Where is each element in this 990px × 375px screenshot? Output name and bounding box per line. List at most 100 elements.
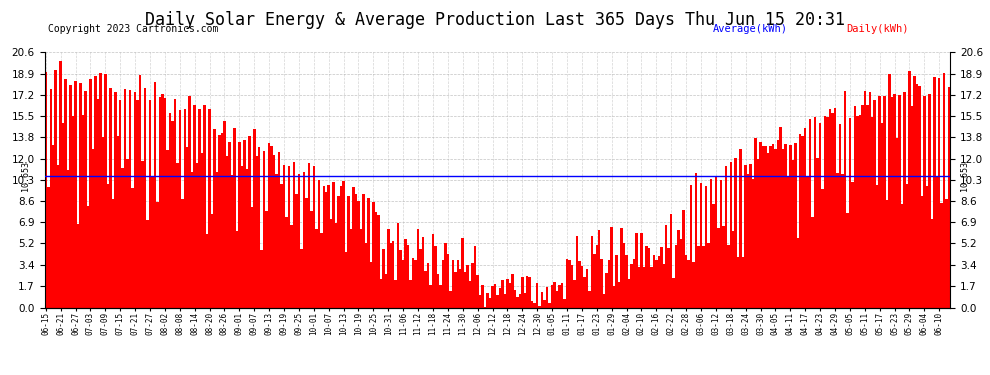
Bar <box>947 87 950 308</box>
Bar <box>377 215 379 308</box>
Bar <box>466 264 469 308</box>
Bar <box>861 105 863 308</box>
Bar <box>454 272 456 308</box>
Bar <box>223 121 226 308</box>
Bar <box>208 110 211 308</box>
Bar <box>866 105 868 308</box>
Bar <box>50 89 52 308</box>
Bar <box>92 149 94 308</box>
Bar <box>364 243 367 308</box>
Bar <box>265 211 268 308</box>
Bar <box>926 186 928 308</box>
Bar <box>764 146 766 308</box>
Bar <box>122 168 124 308</box>
Bar <box>616 255 618 308</box>
Bar <box>712 204 715 308</box>
Bar <box>99 73 102 308</box>
Bar <box>139 75 142 308</box>
Bar <box>234 128 236 308</box>
Bar <box>399 250 402 308</box>
Bar <box>501 280 504 308</box>
Bar <box>573 280 575 308</box>
Bar <box>744 165 746 308</box>
Bar <box>873 100 876 308</box>
Bar <box>911 106 913 307</box>
Bar <box>746 174 749 308</box>
Bar <box>536 284 539 308</box>
Bar <box>633 260 636 308</box>
Bar <box>67 170 69 308</box>
Bar <box>539 306 541 308</box>
Bar <box>295 194 298 308</box>
Bar <box>82 115 84 308</box>
Text: Average(kWh): Average(kWh) <box>713 24 788 34</box>
Bar <box>435 246 437 308</box>
Bar <box>769 146 772 308</box>
Bar <box>647 248 650 308</box>
Bar <box>802 136 804 308</box>
Bar <box>766 153 769 308</box>
Bar <box>891 97 893 308</box>
Bar <box>858 116 861 308</box>
Bar <box>839 123 842 308</box>
Bar <box>268 143 270 308</box>
Bar <box>732 231 735 308</box>
Bar <box>442 261 445 308</box>
Bar <box>310 211 313 308</box>
Bar <box>931 219 933 308</box>
Bar <box>851 182 853 308</box>
Bar <box>817 158 819 308</box>
Bar <box>328 185 330 308</box>
Bar <box>705 186 707 308</box>
Bar <box>660 247 662 308</box>
Bar <box>529 277 531 308</box>
Bar <box>347 196 349 308</box>
Bar <box>792 160 794 308</box>
Bar <box>298 174 300 308</box>
Bar <box>898 95 901 308</box>
Bar <box>842 174 843 308</box>
Bar <box>305 198 308 308</box>
Bar <box>558 285 560 308</box>
Bar <box>545 287 548 308</box>
Bar <box>369 262 372 308</box>
Bar <box>777 140 779 308</box>
Bar <box>236 231 239 308</box>
Bar <box>211 214 213 308</box>
Bar <box>420 249 422 308</box>
Bar <box>749 164 751 308</box>
Bar <box>809 119 812 308</box>
Bar <box>715 177 717 308</box>
Bar <box>675 245 677 308</box>
Bar <box>583 277 585 308</box>
Bar <box>315 228 318 308</box>
Bar <box>756 159 759 308</box>
Bar <box>544 300 545 307</box>
Bar <box>338 196 340 308</box>
Bar <box>244 140 246 308</box>
Bar <box>878 96 881 308</box>
Text: Daily(kWh): Daily(kWh) <box>846 24 909 34</box>
Bar <box>397 223 399 308</box>
Bar <box>555 291 558 308</box>
Bar <box>631 264 633 308</box>
Bar <box>486 293 489 308</box>
Bar <box>394 280 397 308</box>
Bar <box>519 294 521 307</box>
Bar <box>255 156 258 308</box>
Bar <box>819 123 822 308</box>
Bar <box>280 184 283 308</box>
Bar <box>789 145 792 308</box>
Bar <box>628 279 631 308</box>
Bar <box>516 297 519 307</box>
Bar <box>725 166 727 308</box>
Bar <box>938 78 940 308</box>
Bar <box>340 186 343 308</box>
Bar <box>250 207 253 308</box>
Bar <box>837 173 839 308</box>
Bar <box>568 260 570 308</box>
Bar <box>407 244 410 308</box>
Bar <box>761 146 764 308</box>
Bar <box>372 202 374 308</box>
Bar <box>489 298 491 307</box>
